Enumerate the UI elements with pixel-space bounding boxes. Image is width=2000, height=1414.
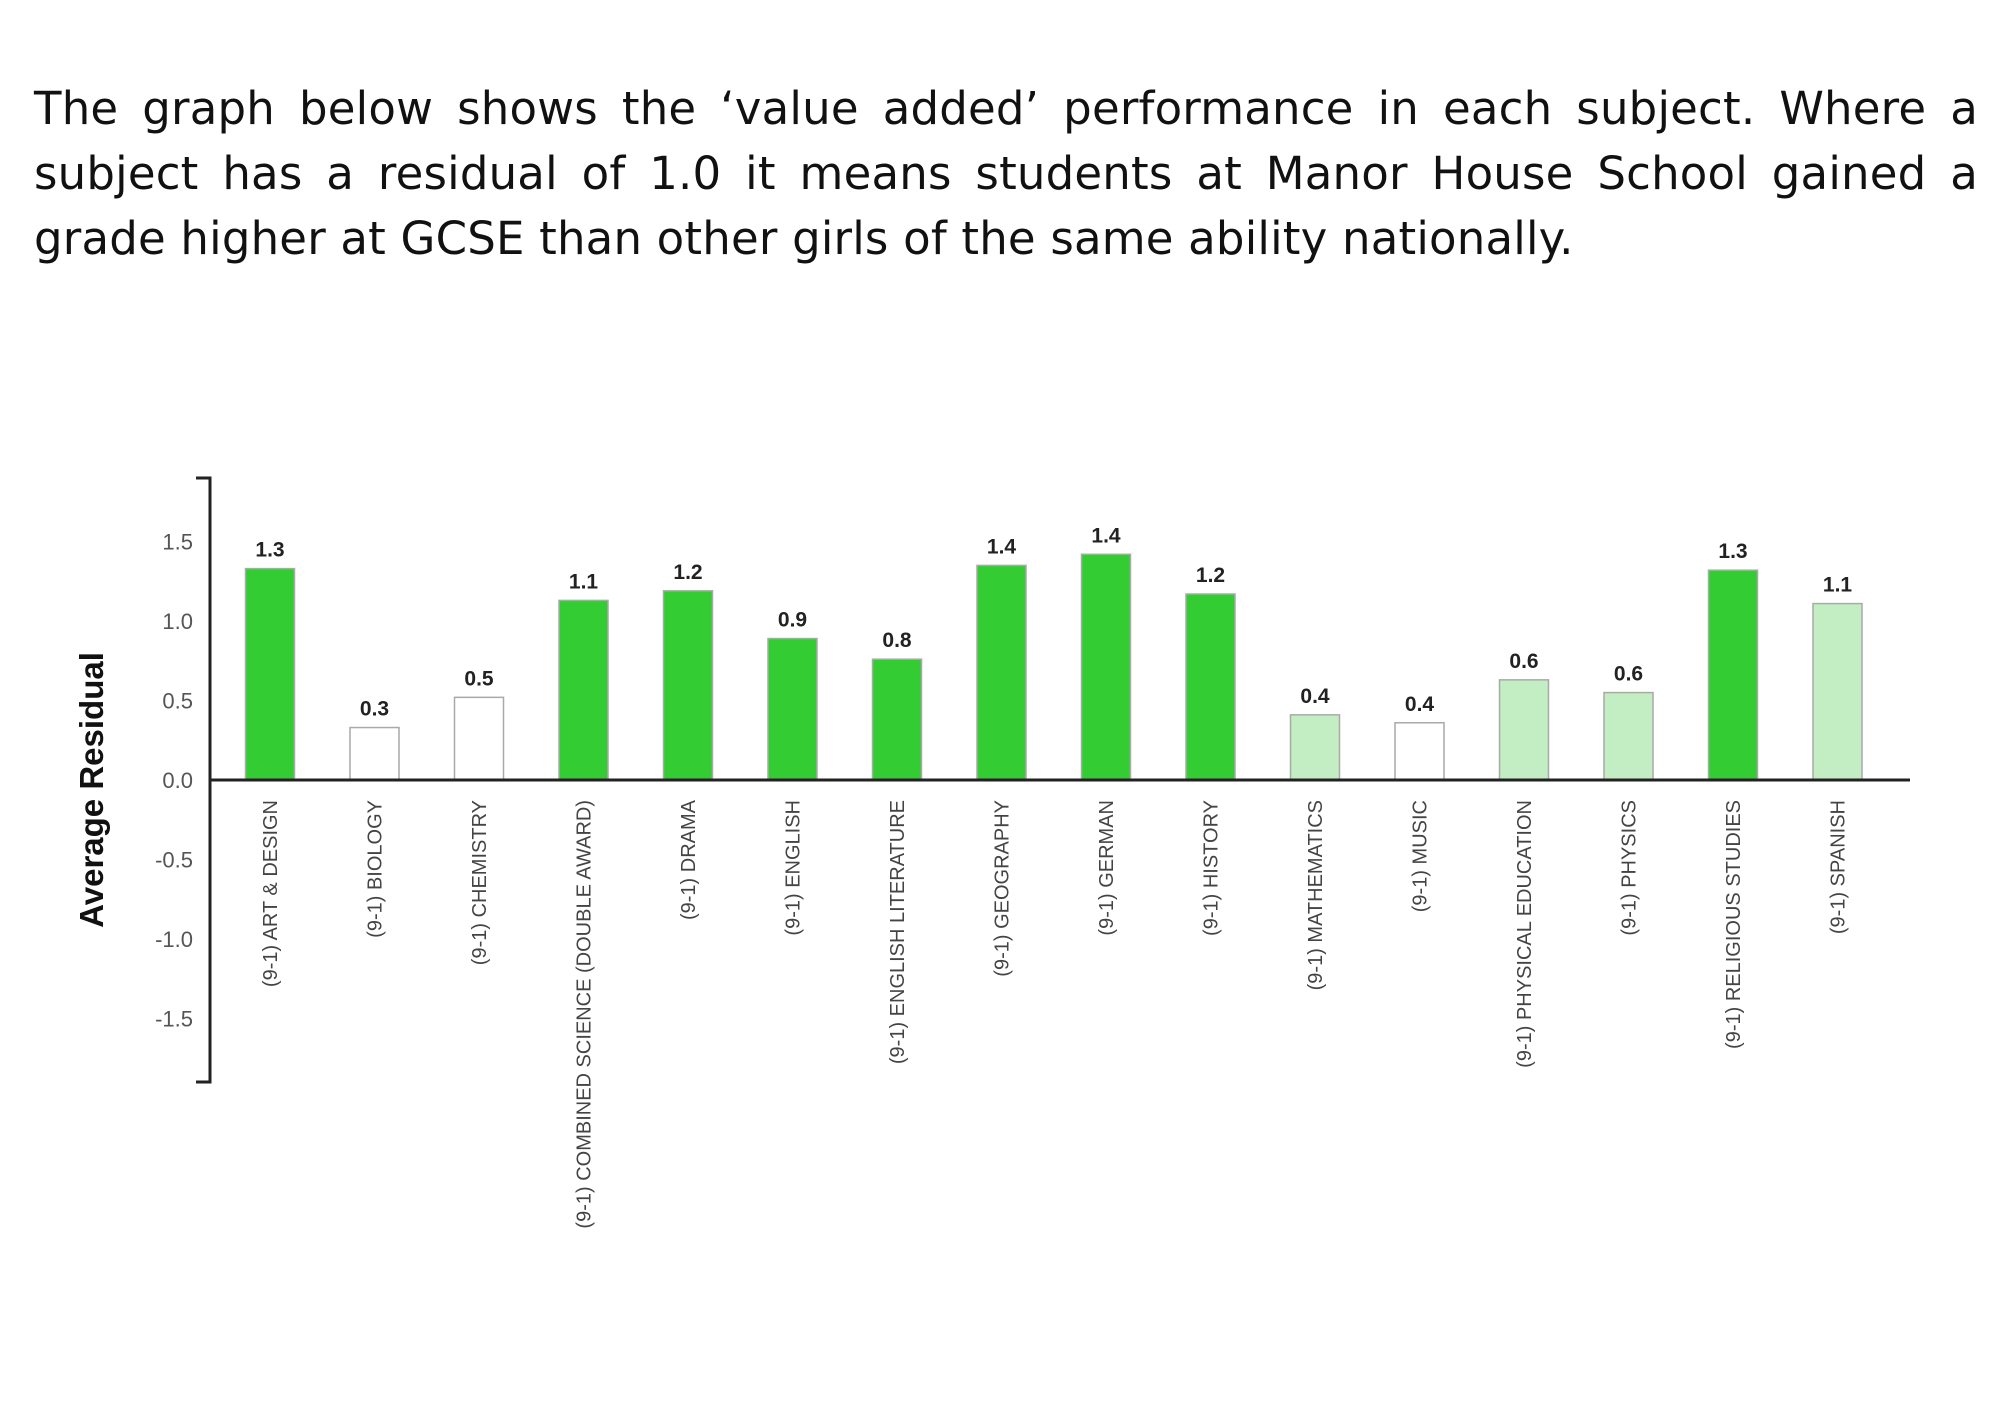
bar (349, 726, 400, 781)
value-label: 1.3 (255, 539, 284, 562)
bar (1603, 691, 1654, 781)
category-label: (9-1) DRAMA (678, 799, 700, 920)
value-label: 1.4 (1091, 524, 1121, 547)
value-label: 1.2 (1196, 564, 1225, 587)
bar (1812, 602, 1863, 781)
bar (1289, 714, 1341, 781)
bar (871, 658, 923, 781)
bar (662, 590, 714, 781)
category-label: (9-1) MATHEMATICS (1305, 800, 1327, 990)
category-label: (9-1) SPANISH (1828, 800, 1850, 934)
y-tick-label: -0.5 (155, 847, 193, 872)
category-label: (9-1) RELIGIOUS STUDIES (1723, 800, 1745, 1049)
category-label: (9-1) BIOLOGY (365, 800, 387, 938)
bar (1707, 569, 1759, 781)
bar (767, 637, 818, 781)
bar (1185, 593, 1236, 781)
value-label: 0.3 (360, 698, 389, 721)
category-label: (9-1) MUSIC (1410, 800, 1432, 912)
category-label: (9-1) ART & DESIGN (260, 800, 282, 987)
bar (244, 567, 296, 781)
value-label: 1.1 (1823, 574, 1853, 597)
y-tick-label: 0.5 (162, 689, 193, 714)
category-label: (9-1) ENGLISH LITERATURE (887, 800, 909, 1064)
bar (1080, 553, 1132, 781)
bar (1498, 679, 1550, 781)
y-axis-title: Average Residual (73, 652, 110, 928)
category-label: (9-1) COMBINED SCIENCE (DOUBLE AWARD) (574, 800, 596, 1229)
category-label: (9-1) HISTORY (1201, 800, 1223, 936)
value-label: 1.2 (673, 561, 702, 584)
value-label: 0.9 (778, 609, 807, 632)
category-label: (9-1) CHEMISTRY (469, 800, 491, 965)
category-labels-group: (9-1) ART & DESIGN (9-1) BIOLOGY (9-1) CHE… (260, 799, 1850, 1228)
category-label: (9-1) GEOGRAPHY (992, 800, 1014, 977)
y-axis-line (196, 476, 212, 1084)
y-tick-label: 1.0 (162, 609, 193, 634)
y-tick-label: 0.0 (162, 768, 193, 793)
value-label: 1.1 (569, 570, 599, 593)
value-label: 1.4 (987, 535, 1017, 558)
intro-paragraph: The graph below shows the ‘value added’ … (34, 82, 1978, 265)
value-label: 0.4 (1405, 693, 1435, 716)
category-label: (9-1) PHYSICS (1619, 800, 1641, 936)
value-label: 0.8 (882, 629, 912, 652)
bars-group (244, 553, 1863, 781)
category-label: (9-1) GERMAN (1096, 800, 1118, 936)
value-label: 0.4 (1300, 685, 1330, 708)
bar (976, 564, 1027, 781)
value-label: 0.5 (464, 667, 494, 690)
category-label: (9-1) ENGLISH (783, 800, 805, 936)
y-tick-label: 1.5 (162, 530, 193, 555)
value-label: 0.6 (1509, 650, 1538, 673)
value-labels-group: 1.3 0.3 0.5 1.1 1.2 0.9 0.8 1.4 1.4 1.2 0.4 0.4 0.6 0… (255, 524, 1852, 720)
y-axis: 1.5 1.0 0.5 0.0 -0.5 -1.0 -1.5 (155, 476, 212, 1084)
value-label: 0.6 (1614, 663, 1643, 686)
bar (1394, 722, 1445, 781)
y-tick-label: -1.0 (155, 927, 193, 952)
y-tick-label: -1.5 (155, 1006, 193, 1031)
bar (453, 696, 505, 781)
bar (558, 599, 609, 781)
category-label: (9-1) PHYSICAL EDUCATION (1514, 800, 1536, 1068)
value-label: 1.3 (1718, 540, 1747, 563)
